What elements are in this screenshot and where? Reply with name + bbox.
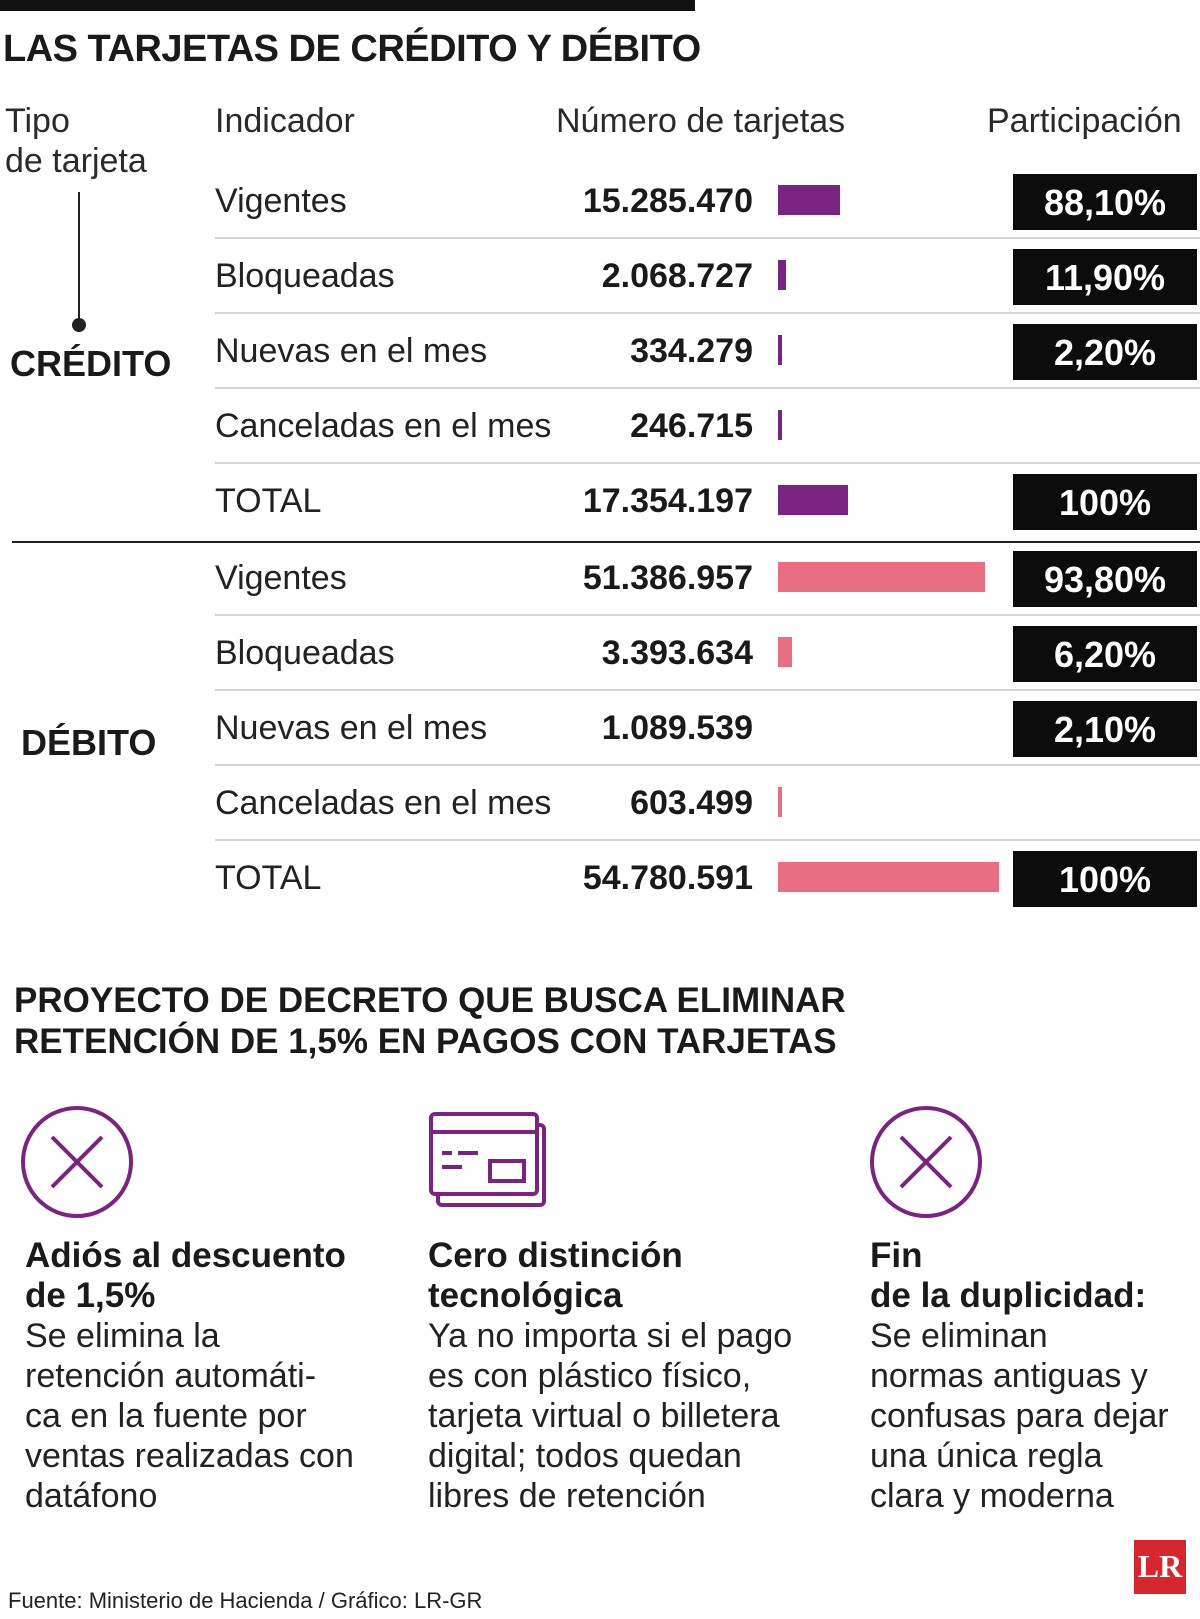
row-indicator: Nuevas en el mes [215, 332, 488, 370]
card-title-line2: tecnológica [428, 1276, 623, 1315]
chart-title: LAS TARJETAS DE CRÉDITO Y DÉBITO [3, 28, 701, 70]
card-body-line: tarjeta virtual o billetera [428, 1397, 780, 1435]
card-body-line: es con plástico físico, [428, 1357, 752, 1395]
card-duplicity: Fin de la duplicidad: Se eliminan normas… [870, 1236, 1195, 1516]
header-count: Número de tarjetas [556, 102, 846, 140]
row-indicator: Vigentes [215, 559, 347, 597]
row-value: 3.393.634 [601, 634, 753, 672]
row-indicator: Vigentes [215, 182, 347, 220]
row-indicator: TOTAL [215, 482, 322, 520]
credit-card-icon [429, 1112, 546, 1207]
row-value: 246.715 [630, 407, 753, 445]
header-indicator: Indicador [215, 102, 355, 140]
card-body-line: libres de retención [428, 1477, 706, 1515]
share-badge: 2,10% [1013, 701, 1197, 757]
value-bar [778, 335, 782, 365]
card-body-line: Ya no importa si el pago [428, 1317, 793, 1355]
card-body-line: ca en la fuente por [25, 1397, 307, 1435]
type-label-credit: CRÉDITO [10, 343, 172, 384]
row-divider [215, 462, 1200, 464]
header-type-line2: de tarjeta [5, 142, 147, 180]
pointer-dot [72, 318, 86, 332]
card-body-line: clara y moderna [870, 1477, 1114, 1515]
share-badge: 93,80% [1013, 551, 1197, 607]
row-divider [215, 614, 1200, 616]
source-note: Fuente: Ministerio de Hacienda / Gráfico… [8, 1588, 483, 1613]
row-value: 17.354.197 [582, 482, 753, 520]
card-title-line1: Fin [870, 1236, 923, 1275]
decree-title-line2: RETENCIÓN DE 1,5% EN PAGOS CON TARJETAS [14, 1022, 837, 1061]
value-bar [778, 185, 840, 215]
header-share: Participación [987, 102, 1182, 140]
header-type-line1: Tipo [5, 102, 70, 140]
row-value: 334.279 [630, 332, 753, 370]
value-bar [778, 862, 999, 892]
row-indicator: Bloqueadas [215, 257, 395, 295]
card-body-line: digital; todos quedan [428, 1437, 742, 1475]
share-badge: 2,20% [1013, 324, 1197, 380]
lr-logo: LR [1134, 1540, 1186, 1594]
pointer-line [78, 192, 80, 320]
value-bar [778, 637, 792, 667]
card-body-line: retención automáti- [25, 1357, 317, 1395]
value-bar [778, 562, 985, 592]
card-body-line: normas antiguas y [870, 1357, 1148, 1395]
row-indicator: TOTAL [215, 859, 322, 897]
value-bar [778, 260, 786, 290]
value-bar [778, 787, 782, 817]
card-body-line: ventas realizadas con [25, 1437, 354, 1475]
row-divider [215, 312, 1200, 314]
row-value: 54.780.591 [582, 859, 753, 897]
share-badge: 100% [1013, 851, 1197, 907]
row-divider [215, 689, 1200, 691]
row-value: 1.089.539 [601, 709, 753, 747]
row-indicator: Canceladas en el mes [215, 784, 552, 822]
row-divider [215, 764, 1200, 766]
row-indicator: Bloqueadas [215, 634, 395, 672]
share-badge: 6,20% [1013, 626, 1197, 682]
row-value: 51.386.957 [582, 559, 753, 597]
card-body-line: Se eliminan [870, 1317, 1048, 1355]
card-discount: Adiós al descuento de 1,5% Se elimina la… [25, 1236, 385, 1516]
x-circle-icon [21, 1106, 133, 1218]
group-separator [12, 541, 1200, 543]
decree-title: PROYECTO DE DECRETO QUE BUSCA ELIMINAR R… [14, 980, 846, 1062]
x-circle-icon [870, 1106, 982, 1218]
row-value: 2.068.727 [601, 257, 753, 295]
share-badge: 88,10% [1013, 174, 1197, 230]
row-value: 15.285.470 [582, 182, 753, 220]
card-title-line1: Cero distinción [428, 1236, 683, 1275]
card-title-line2: de 1,5% [25, 1276, 156, 1315]
card-technology: Cero distinción tecnológica Ya no import… [428, 1236, 828, 1516]
card-title-line2: de la duplicidad: [870, 1276, 1147, 1315]
row-value: 603.499 [630, 784, 753, 822]
row-divider [215, 839, 1200, 841]
row-divider [215, 237, 1200, 239]
card-title-line1: Adiós al descuento [25, 1236, 346, 1275]
share-badge: 100% [1013, 474, 1197, 530]
decree-title-line1: PROYECTO DE DECRETO QUE BUSCA ELIMINAR [14, 981, 846, 1020]
value-bar [778, 410, 782, 440]
row-indicator: Canceladas en el mes [215, 407, 552, 445]
row-indicator: Nuevas en el mes [215, 709, 488, 747]
card-body-line: Se elimina la [25, 1317, 220, 1355]
card-body-line: datáfono [25, 1477, 158, 1515]
value-bar [778, 485, 848, 515]
type-label-debit: DÉBITO [21, 722, 157, 763]
card-body-line: una única regla [870, 1437, 1103, 1475]
card-body-line: confusas para dejar [870, 1397, 1169, 1435]
top-rule [0, 0, 695, 11]
row-divider [215, 387, 1200, 389]
share-badge: 11,90% [1013, 249, 1197, 305]
